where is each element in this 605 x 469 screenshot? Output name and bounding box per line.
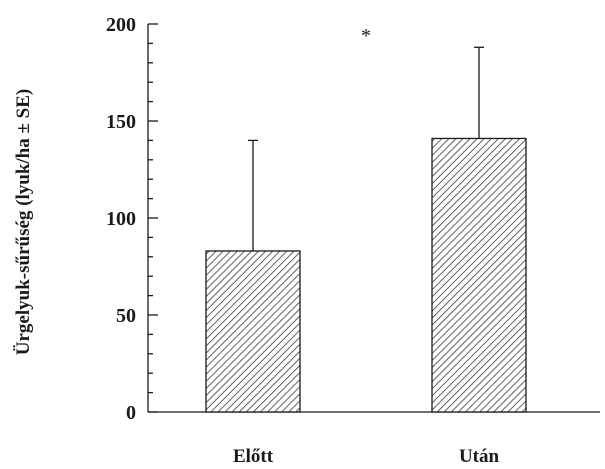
significance-marker: * [361, 25, 371, 47]
category-label: Előtt [233, 446, 274, 467]
category-label: Után [459, 446, 500, 467]
error-bars [248, 46, 484, 251]
y-tick-label: 100 [106, 208, 136, 230]
bar-1 [205, 250, 301, 413]
y-tick-label: 50 [116, 305, 136, 327]
bars [205, 137, 527, 413]
y-tick-label: 0 [126, 402, 136, 424]
y-tick-label: 200 [106, 14, 136, 36]
y-tick-label: 150 [106, 111, 136, 133]
y-axis-title: Ürgelyuk-sűrűség (lyuk/ha ± SE) [13, 89, 34, 355]
labels: 0 50 100 150 200 Előtt Után * [106, 14, 499, 467]
bar-2 [431, 137, 527, 413]
